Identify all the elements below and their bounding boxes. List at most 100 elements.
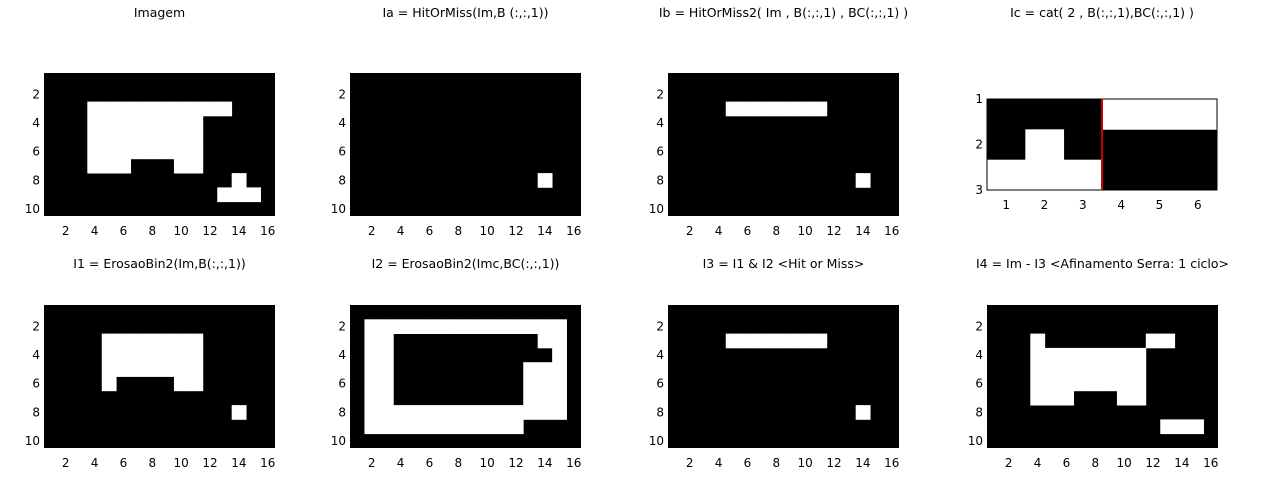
pixel-on bbox=[173, 362, 189, 377]
y-tick-label: 4 bbox=[32, 116, 40, 130]
pixel-on bbox=[552, 347, 567, 363]
x-tick-label: 6 bbox=[120, 456, 128, 470]
pixel-on bbox=[173, 347, 189, 363]
x-tick-label: 10 bbox=[174, 456, 189, 470]
x-tick-label: 2 bbox=[62, 456, 70, 470]
pixel-on bbox=[1059, 347, 1075, 363]
panel-title: Ia = HitOrMiss(Im,B (:,:,1)) bbox=[382, 5, 548, 20]
y-tick-label: 6 bbox=[32, 145, 40, 159]
pixel-on bbox=[364, 405, 380, 420]
pixel-on bbox=[797, 333, 813, 349]
pixel-on bbox=[202, 101, 218, 117]
x-tick-label: 16 bbox=[884, 224, 899, 238]
pixel-on bbox=[1116, 376, 1132, 392]
pixel-on bbox=[465, 419, 481, 435]
pixel-on bbox=[393, 319, 409, 334]
x-tick-label: 5 bbox=[1156, 198, 1164, 212]
pixel-on bbox=[246, 187, 261, 203]
pixel-on bbox=[101, 144, 117, 160]
y-tick-label: 8 bbox=[656, 405, 664, 419]
y-tick-label: 8 bbox=[656, 173, 664, 187]
x-tick-label: 4 bbox=[715, 224, 723, 238]
x-tick-label: 10 bbox=[480, 224, 495, 238]
pixel-on bbox=[101, 115, 117, 131]
x-tick-label: 6 bbox=[744, 456, 752, 470]
pixel-on bbox=[1030, 390, 1046, 406]
pixel-on bbox=[101, 158, 117, 174]
x-tick-label: 8 bbox=[772, 224, 780, 238]
pixel-on bbox=[1145, 333, 1161, 349]
x-tick-label: 16 bbox=[566, 456, 581, 470]
pixel-on bbox=[173, 158, 189, 174]
y-tick-label: 6 bbox=[975, 377, 983, 391]
pixel-on bbox=[479, 405, 495, 420]
x-tick-label: 16 bbox=[1203, 456, 1218, 470]
pixel-on bbox=[812, 333, 828, 349]
pixel-on bbox=[188, 130, 204, 145]
pixel-on bbox=[552, 390, 567, 406]
pixel-on bbox=[145, 347, 160, 363]
pixel-on bbox=[116, 101, 132, 117]
pixel-on bbox=[552, 333, 567, 349]
x-tick-label: 4 bbox=[1034, 456, 1042, 470]
pixel-on bbox=[1160, 419, 1176, 435]
x-tick-label: 10 bbox=[798, 456, 813, 470]
pixel-on bbox=[1030, 362, 1046, 377]
pixel-on bbox=[769, 101, 784, 117]
pixel-on bbox=[537, 319, 553, 334]
pixel-on bbox=[364, 333, 380, 349]
pixel-on bbox=[1088, 376, 1103, 392]
x-tick-label: 4 bbox=[397, 456, 405, 470]
pixel-on bbox=[101, 101, 117, 117]
pixel-on bbox=[422, 419, 438, 435]
pixel-on bbox=[508, 419, 524, 435]
panel-ib: Ib = HitOrMiss2( Im , B(:,:,1) , BC(:,:,… bbox=[649, 5, 908, 238]
pixel-on bbox=[159, 101, 175, 117]
pixel-on bbox=[188, 101, 204, 117]
x-tick-label: 2 bbox=[686, 224, 694, 238]
panel-i2: I2 = ErosaoBin2(Imc,BC(:,:,1)) 2 4 6 8 10 12 14… bbox=[331, 256, 582, 470]
x-tick-label: 2 bbox=[1005, 456, 1013, 470]
pixel-on bbox=[188, 115, 204, 131]
panel-title: I2 = ErosaoBin2(Imc,BC(:,:,1)) bbox=[372, 256, 560, 271]
y-tick-label: 10 bbox=[331, 202, 346, 216]
pixel-on bbox=[116, 333, 132, 349]
pixel-on bbox=[537, 390, 553, 406]
pixel-on bbox=[422, 405, 438, 420]
pixel-on bbox=[1102, 99, 1141, 130]
y-tick-label: 10 bbox=[649, 434, 664, 448]
pixel-on bbox=[494, 319, 510, 334]
pixel-on bbox=[101, 347, 117, 363]
x-tick-label: 2 bbox=[1041, 198, 1049, 212]
pixel-on bbox=[145, 130, 160, 145]
y-tick-label: 4 bbox=[656, 348, 664, 362]
y-tick-label: 10 bbox=[331, 434, 346, 448]
pixel-on bbox=[87, 101, 103, 117]
pixel-on bbox=[1059, 376, 1075, 392]
x-tick-label: 16 bbox=[260, 456, 275, 470]
pixel-on bbox=[797, 101, 813, 117]
pixel-on bbox=[173, 130, 189, 145]
pixel-on bbox=[407, 419, 423, 435]
pixel-on bbox=[725, 333, 741, 349]
x-tick-label: 12 bbox=[1145, 456, 1160, 470]
pixel-on bbox=[378, 419, 394, 435]
pixel-on bbox=[769, 333, 784, 349]
pixel-on bbox=[393, 405, 409, 420]
pixel-on bbox=[523, 376, 539, 392]
y-tick-label: 6 bbox=[338, 377, 346, 391]
y-tick-label: 2 bbox=[338, 87, 346, 101]
pixel-on bbox=[364, 419, 380, 435]
pixel-on bbox=[465, 405, 481, 420]
pixel-on bbox=[494, 419, 510, 435]
x-tick-label: 6 bbox=[426, 224, 434, 238]
pixel-on bbox=[783, 333, 799, 349]
pixel-on bbox=[1025, 159, 1065, 191]
x-tick-label: 12 bbox=[826, 224, 841, 238]
pixel-on bbox=[217, 101, 233, 117]
pixel-on bbox=[740, 101, 756, 117]
pixel-on bbox=[173, 376, 189, 392]
pixel-on bbox=[552, 319, 567, 334]
pixel-on bbox=[1116, 362, 1132, 377]
pixel-on bbox=[1088, 347, 1103, 363]
